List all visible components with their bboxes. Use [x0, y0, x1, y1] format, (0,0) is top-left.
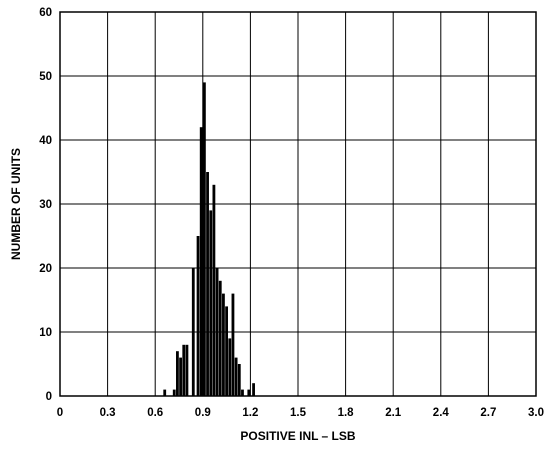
histogram-bar — [215, 268, 219, 396]
y-tick-label: 10 — [39, 327, 52, 339]
histogram-bar — [185, 344, 189, 396]
x-axis-label: POSITIVE INL – LSB — [240, 429, 355, 443]
histogram-bar — [234, 357, 238, 396]
y-axis-label: NUMBER OF UNITS — [9, 148, 23, 260]
x-tick-label: 2.7 — [480, 407, 496, 419]
x-tick-label: 1.2 — [242, 407, 258, 419]
histogram-bar — [209, 210, 213, 396]
y-tick-label: 60 — [39, 7, 52, 19]
x-tick-labels: 0 0.3 0.6 0.9 1.2 1.5 1.8 2.1 2.4 2.7 3.0 — [57, 407, 544, 419]
x-tick-label: 1.5 — [290, 407, 307, 419]
histogram-bar — [218, 280, 222, 396]
x-tick-label: 0 — [57, 407, 63, 419]
histogram-bar — [212, 184, 216, 396]
x-tick-label: 3.0 — [528, 407, 544, 419]
y-tick-label: 0 — [46, 391, 52, 403]
y-tick-label: 40 — [39, 135, 52, 147]
histogram-bar — [252, 383, 255, 396]
histogram-bar — [172, 389, 176, 396]
histogram-bar — [176, 351, 179, 396]
x-tick-label: 1.8 — [338, 407, 355, 419]
x-tick-label: 0.3 — [100, 407, 116, 419]
histogram-bar — [222, 293, 225, 396]
y-tick-label: 50 — [39, 71, 52, 83]
histogram-bar — [241, 389, 244, 396]
histogram-bar — [237, 364, 241, 396]
x-tick-label: 2.4 — [433, 407, 450, 419]
histogram-bar — [182, 344, 186, 396]
y-tick-label: 30 — [39, 199, 52, 211]
x-tick-label: 0.9 — [195, 407, 211, 419]
bars — [163, 82, 255, 397]
histogram-bar — [225, 306, 228, 396]
y-tick-labels: 0 10 20 30 40 50 60 — [39, 7, 52, 403]
histogram-bar — [191, 268, 195, 396]
y-tick-label: 20 — [39, 263, 52, 275]
x-tick-label: 0.6 — [147, 407, 163, 419]
plot-frame — [59, 11, 537, 397]
histogram-bar — [199, 127, 203, 396]
histogram-bar — [247, 389, 251, 396]
histogram-bar — [206, 172, 209, 396]
histogram-bar — [179, 357, 182, 396]
histogram-bar — [163, 389, 167, 396]
histogram-bar — [196, 236, 200, 396]
histogram-bar — [202, 82, 206, 397]
x-tick-label: 2.1 — [385, 407, 402, 419]
grid — [60, 12, 536, 396]
histogram-bar — [231, 293, 235, 396]
histogram-bar — [228, 338, 232, 396]
